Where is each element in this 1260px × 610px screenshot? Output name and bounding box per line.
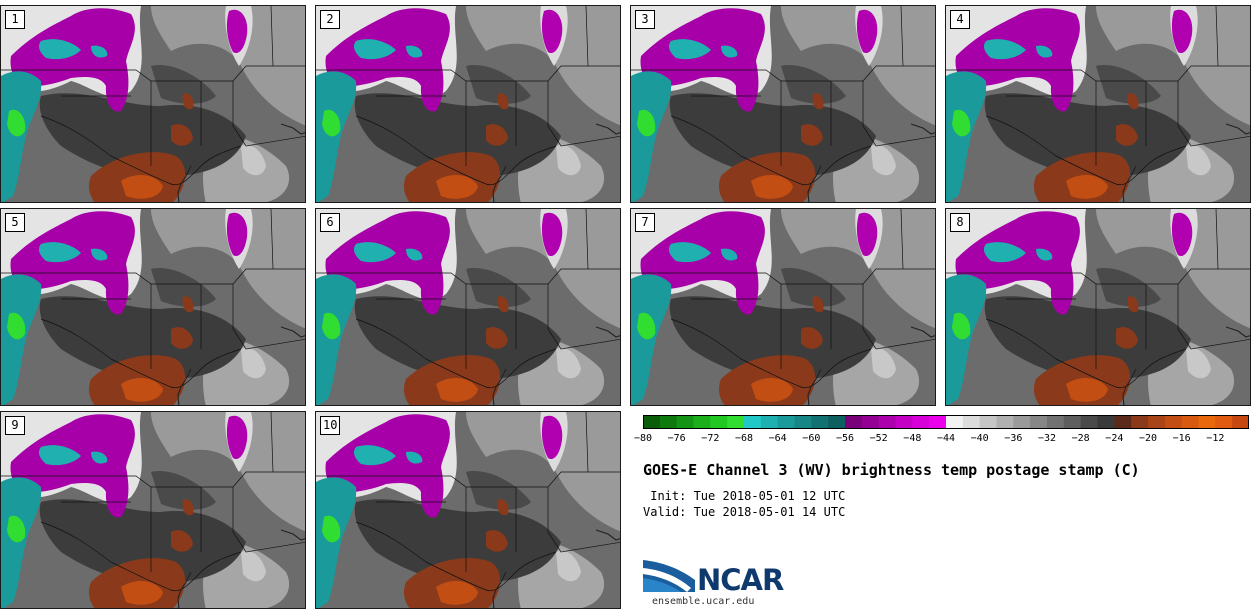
panel-number: 1 <box>5 10 25 29</box>
colorbar-tick-label: −36 <box>1004 433 1023 444</box>
colorbar-swatch <box>895 415 913 429</box>
colorbar-tick-label: −24 <box>1105 433 1124 444</box>
stamp-panel-5: 5 <box>0 208 306 406</box>
colorbar-swatch <box>996 415 1014 429</box>
colorbar-swatch <box>929 415 947 429</box>
panel-number: 7 <box>635 213 655 232</box>
ncar-logo-icon <box>643 560 695 592</box>
colorbar-tick-label: −72 <box>701 433 720 444</box>
colorbar-swatch <box>1198 415 1216 429</box>
stamp-panel-2: 2 <box>315 5 621 203</box>
stamp-panel-8: 8 <box>945 208 1251 406</box>
colorbar-tick-label: −52 <box>869 433 888 444</box>
stamp-panel-3: 3 <box>630 5 936 203</box>
colorbar-swatch <box>828 415 846 429</box>
colorbar-tick-label: −68 <box>734 433 754 444</box>
colorbar-swatch <box>1030 415 1048 429</box>
panel-number: 6 <box>320 213 340 232</box>
colorbar-tick-label: −60 <box>802 433 821 444</box>
colorbar-tick-label: −12 <box>1206 433 1225 444</box>
panel-number: 8 <box>950 213 970 232</box>
colorbar-tick-label: −40 <box>970 433 989 444</box>
stamp-panel-7: 7 <box>630 208 936 406</box>
panel-number: 5 <box>5 213 25 232</box>
stamp-panel-1: 1 <box>0 5 306 203</box>
colorbar-swatch <box>676 415 694 429</box>
colorbar-swatch <box>1181 415 1199 429</box>
colorbar-tick-label: −28 <box>1071 433 1090 444</box>
colorbar-swatch <box>1013 415 1031 429</box>
stamp-panel-6: 6 <box>315 208 621 406</box>
panel-number: 3 <box>635 10 655 29</box>
colorbar-swatch <box>1148 415 1166 429</box>
colorbar-tick-label: −76 <box>667 433 686 444</box>
panel-number: 4 <box>950 10 970 29</box>
colorbar-swatch <box>912 415 930 429</box>
colorbar-swatch <box>811 415 829 429</box>
colorbar-swatch <box>760 415 779 429</box>
init-time: Init: Tue 2018-05-01 12 UTC <box>643 489 846 503</box>
colorbar-swatch <box>1114 415 1132 429</box>
colorbar-swatch <box>1063 415 1082 429</box>
colorbar-swatch <box>1047 415 1065 429</box>
colorbar-swatch <box>979 415 997 429</box>
colorbar-tick-label: −64 <box>768 433 787 444</box>
colorbar-swatch <box>643 415 661 429</box>
colorbar-swatch <box>794 415 812 429</box>
panel-number: 9 <box>5 416 25 435</box>
colorbar-swatch <box>1097 415 1115 429</box>
colorbar-swatch <box>1232 415 1249 429</box>
colorbar-swatch <box>727 415 745 429</box>
colorbar <box>643 415 1249 429</box>
colorbar-swatch <box>710 415 728 429</box>
panel-number: 10 <box>320 416 341 435</box>
colorbar-swatch <box>878 415 896 429</box>
colorbar-tick-label: −48 <box>903 433 922 444</box>
colorbar-swatch <box>1131 415 1149 429</box>
colorbar-tick-label: −16 <box>1172 433 1191 444</box>
stamp-panel-10: 10 <box>315 411 621 609</box>
colorbar-swatch <box>962 415 981 429</box>
stamp-panel-4: 4 <box>945 5 1251 203</box>
ncar-url: ensemble.ucar.edu <box>652 596 755 607</box>
colorbar-swatch <box>946 415 964 429</box>
colorbar-tick-label: −80 <box>633 433 653 444</box>
colorbar-swatch <box>1080 415 1098 429</box>
colorbar-swatch <box>1215 415 1233 429</box>
ncar-logo-text: NCAR <box>697 563 784 597</box>
colorbar-swatch <box>1164 415 1183 429</box>
colorbar-swatch <box>845 415 863 429</box>
colorbar-swatch <box>744 415 762 429</box>
stamp-panel-9: 9 <box>0 411 306 609</box>
colorbar-swatch <box>777 415 795 429</box>
figure-title: GOES-E Channel 3 (WV) brightness temp po… <box>643 461 1140 479</box>
colorbar-swatch <box>693 415 711 429</box>
panel-number: 2 <box>320 10 340 29</box>
colorbar-tick-label: −20 <box>1138 433 1158 444</box>
colorbar-tick-label: −32 <box>1037 433 1057 444</box>
colorbar-swatch <box>861 415 880 429</box>
valid-time: Valid: Tue 2018-05-01 14 UTC <box>643 505 846 519</box>
colorbar-tick-label: −56 <box>835 433 855 444</box>
colorbar-swatch <box>659 415 678 429</box>
colorbar-tick-label: −44 <box>936 433 956 444</box>
